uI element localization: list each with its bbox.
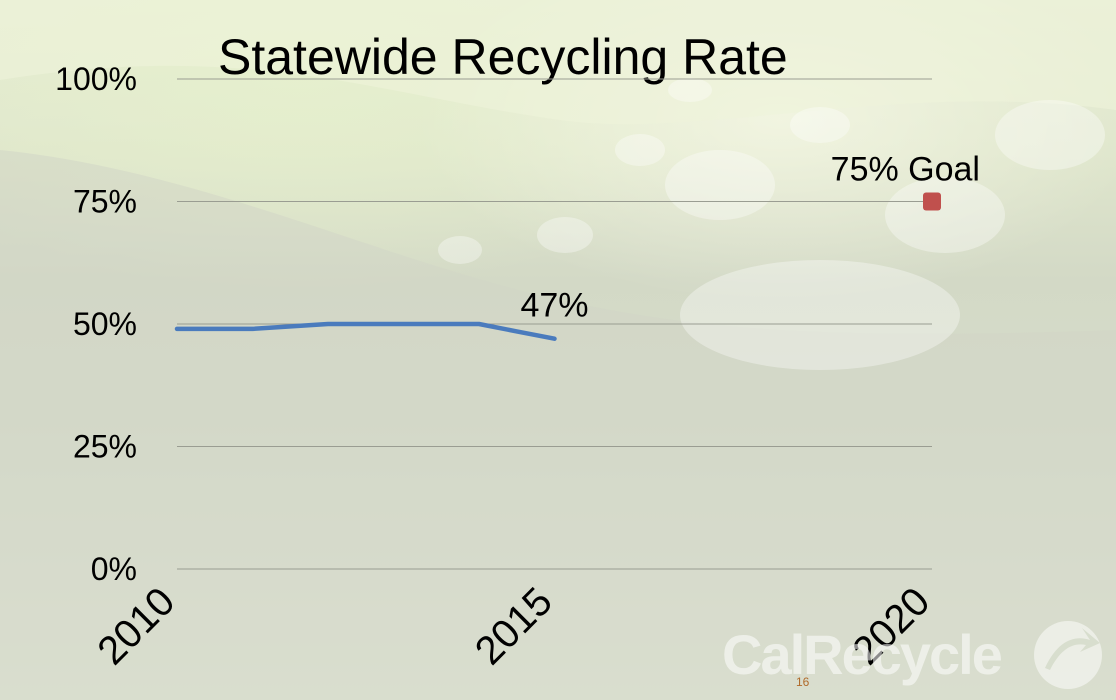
x-tick-label: 2010 (89, 579, 183, 673)
data-label: 47% (520, 287, 588, 325)
y-tick-label: 0% (91, 551, 137, 587)
x-tick-label: 2015 (467, 579, 561, 673)
y-tick-label: 25% (73, 429, 137, 465)
goal-label: 75% Goal (831, 151, 980, 189)
y-tick-label: 75% (73, 184, 137, 220)
chart-title: Statewide Recycling Rate (218, 29, 788, 85)
goal-point (923, 192, 941, 211)
series-line (174, 321, 557, 341)
calrecycle-logo: CalRecycle (722, 621, 1102, 689)
y-tick-label: 100% (55, 61, 137, 97)
series-group (174, 321, 557, 341)
goal-group (923, 192, 941, 211)
annotations: 47% 75% Goal (520, 151, 980, 325)
y-tick-label: 50% (73, 306, 137, 342)
logo-text: CalRecycle (722, 623, 1002, 686)
logo-arrow-icon (1034, 621, 1102, 689)
page-number: 16 (796, 675, 810, 689)
y-axis-ticks: 0% 25% 50% 75% 100% (55, 61, 137, 587)
gridlines (177, 78, 932, 570)
